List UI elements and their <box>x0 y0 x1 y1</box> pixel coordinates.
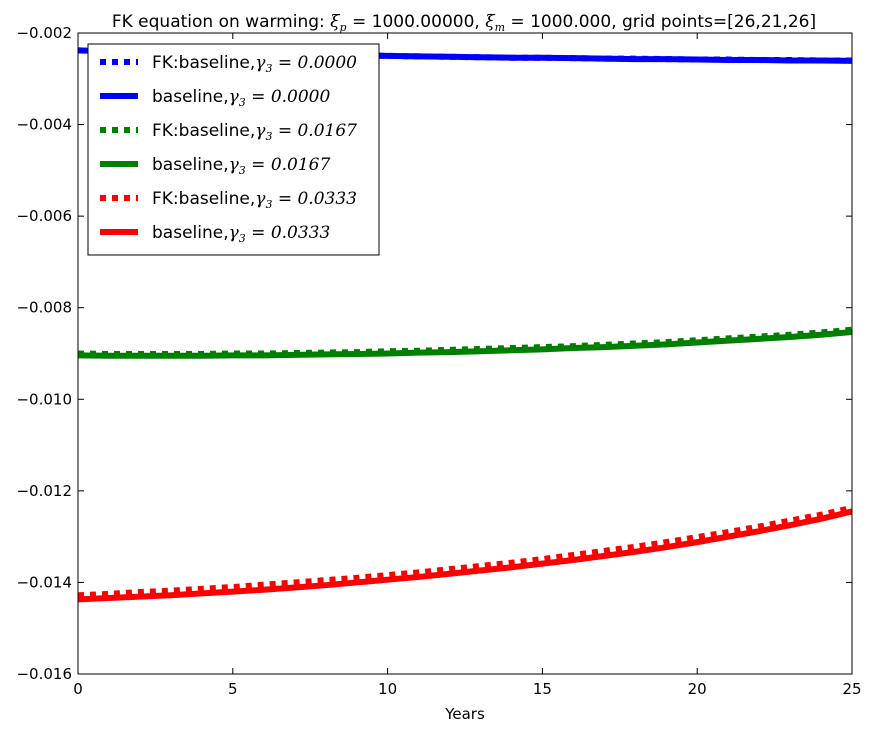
series-layer <box>78 47 852 603</box>
x-tick-label: 5 <box>228 680 238 698</box>
legend-box <box>87 43 380 256</box>
x-tick-label: 10 <box>378 680 397 698</box>
series-line-4-baseline <box>78 328 852 359</box>
x-tick-label: 25 <box>842 680 861 698</box>
y-tick-label: −0.004 <box>16 116 72 134</box>
y-tick-label: −0.006 <box>16 207 72 225</box>
y-tick-label: −0.002 <box>16 24 72 42</box>
legend-label-3: FK:baseline,γ3 = 0.0167 <box>152 121 357 143</box>
legend-label-6: baseline,γ3 = 0.0333 <box>152 223 330 245</box>
y-tick-label: −0.016 <box>16 665 72 683</box>
plot-frame <box>77 32 853 675</box>
legend-label-2: baseline,γ3 = 0.0000 <box>152 87 331 109</box>
chart-title: FK equation on warming: ξp = 1000.00000,… <box>112 12 816 34</box>
y-tick-label: −0.012 <box>16 482 72 500</box>
legend: FK:baseline,γ3 = 0.0000 baseline,γ3 = 0.0… <box>87 43 380 256</box>
series-line-6-baseline <box>78 508 852 603</box>
legend-label-4: baseline,γ3 = 0.0167 <box>152 155 331 177</box>
y-tick-label: −0.008 <box>16 299 72 317</box>
y-tick-label: −0.010 <box>16 390 72 408</box>
axis-ticks: 0 5 10 15 20 25 −0.016 −0.014 −0.012 −0.010 −0.008… <box>16 24 861 698</box>
series-line-5-fk <box>78 504 852 599</box>
y-tick-label: −0.014 <box>16 573 72 591</box>
x-axis-label: Years <box>444 705 485 723</box>
legend-label-5: FK:baseline,γ3 = 0.0333 <box>152 189 357 211</box>
legend-label-1: FK:baseline,γ3 = 0.0000 <box>152 53 357 75</box>
x-tick-label: 0 <box>73 680 83 698</box>
x-tick-label: 20 <box>688 680 707 698</box>
x-tick-label: 15 <box>533 680 552 698</box>
